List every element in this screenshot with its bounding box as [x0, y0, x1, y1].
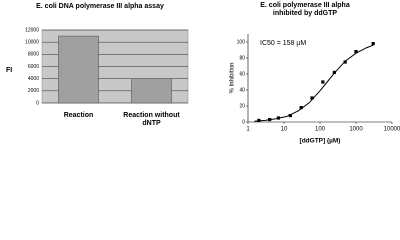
data-point: [354, 50, 358, 54]
y-tick-label: 20: [239, 103, 245, 109]
x-tick-label: 10000: [384, 127, 400, 133]
x-tick-label: Reaction: [63, 112, 94, 119]
chart-title: E. coli polymerase III alpha inhibited b…: [260, 2, 350, 17]
y-tick-label: 6000: [28, 64, 39, 70]
data-point: [310, 96, 314, 100]
y-tick-label: 0: [36, 100, 39, 106]
y-tick-label: 60: [239, 71, 245, 77]
data-point: [332, 70, 336, 74]
y-tick-label: 10000: [25, 39, 39, 45]
x-tick-label: 1: [246, 127, 250, 133]
y-tick-label: 0: [242, 119, 245, 125]
y-tick-label: 40: [239, 87, 245, 93]
y-tick-label: 2000: [28, 88, 39, 94]
x-tick-label: 1000: [349, 127, 363, 133]
annotation: IC50 = 158 µM: [260, 40, 306, 47]
y-tick-label: 4000: [28, 76, 39, 82]
data-point: [371, 42, 375, 46]
chart-title: E. coli DNA polymerase III alpha assay: [36, 3, 164, 10]
x-tick-label: 10: [281, 127, 288, 133]
x-axis-label: [ddGTP] (µM): [300, 138, 341, 145]
data-point: [343, 60, 347, 64]
page: FI 0 2000 4000 6000 8000 10000 12000 IC50 = 158 …: [6, 2, 400, 145]
y-axis-label: % Inhibition: [230, 62, 236, 93]
bar: [131, 78, 172, 104]
y-tick-label: 8000: [28, 52, 39, 58]
data-point: [321, 80, 325, 84]
y-axis-label: FI: [6, 67, 12, 74]
data-point: [288, 114, 292, 118]
y-tick-label: 12000: [25, 27, 39, 33]
fit-curve: [254, 44, 374, 122]
bar: [58, 35, 99, 104]
x-tick-label: Reaction without dNTP: [123, 112, 180, 127]
x-tick-label: 100: [315, 127, 326, 133]
y-tick-label: 100: [237, 39, 246, 45]
data-point: [299, 106, 303, 110]
y-tick-label: 80: [239, 55, 245, 61]
